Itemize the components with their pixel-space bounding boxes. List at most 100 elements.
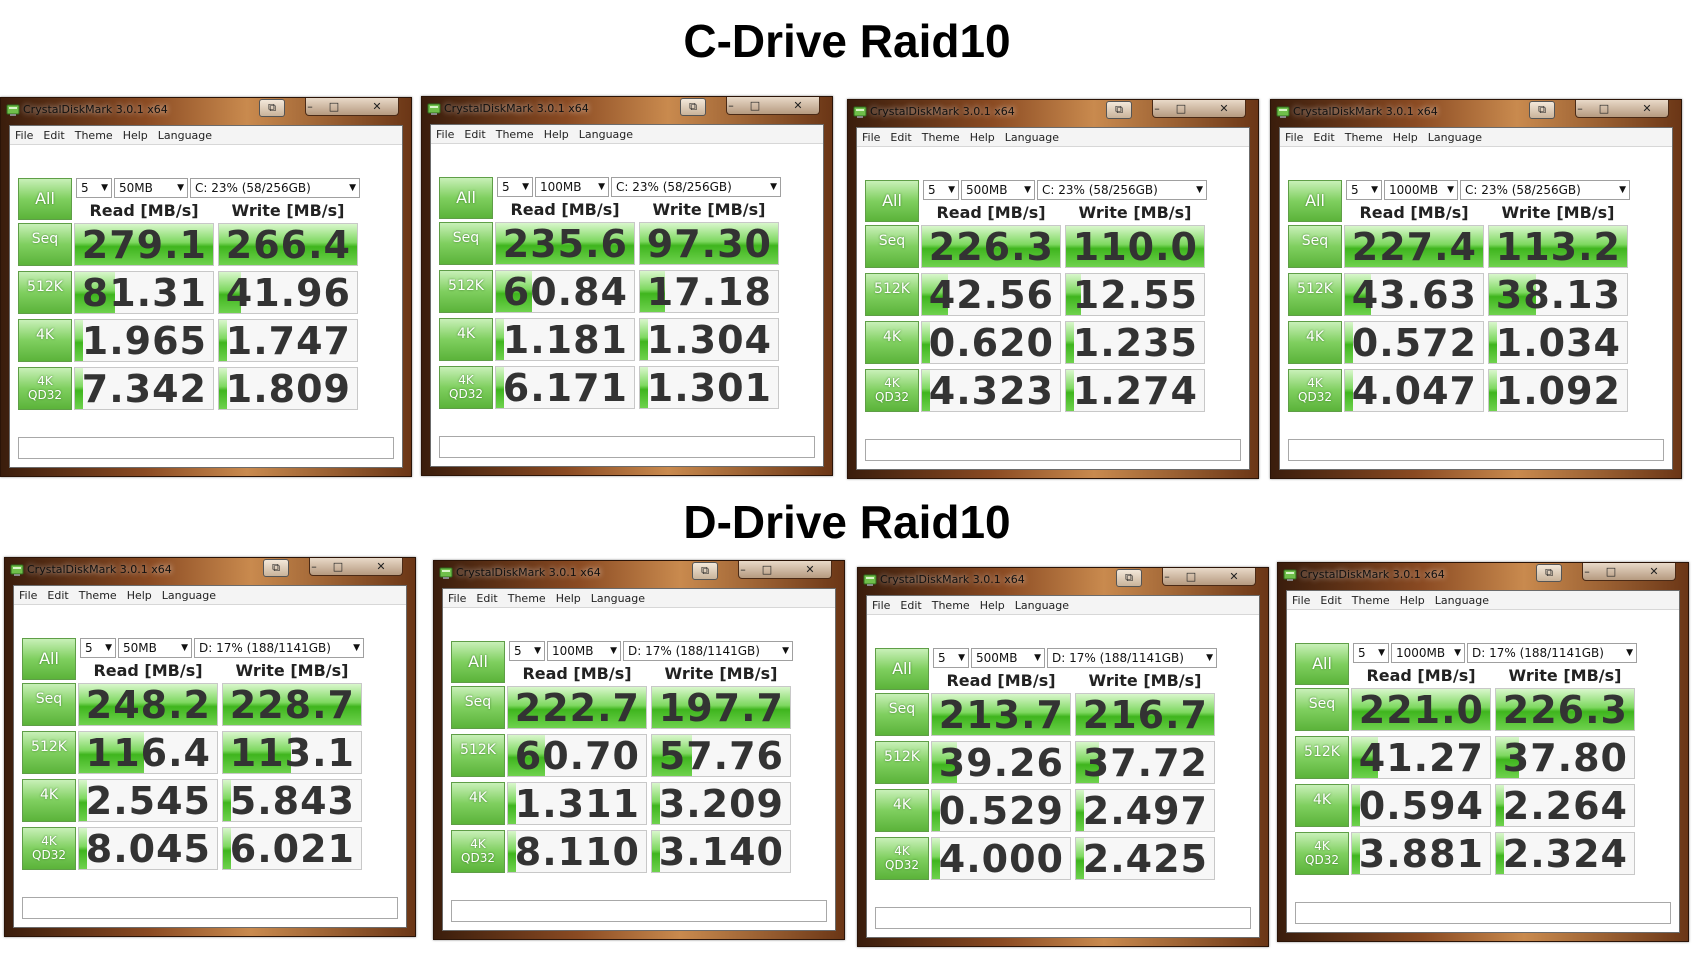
comment-input[interactable] [439, 436, 815, 458]
menu-item-language[interactable]: Language [1004, 131, 1060, 144]
test-size-select[interactable]: 50MB ▼ [114, 178, 188, 198]
maximize-button[interactable]: □ [761, 563, 773, 576]
menu-item-theme[interactable]: Theme [931, 599, 970, 612]
maximize-button[interactable]: □ [1598, 102, 1610, 115]
comment-input[interactable] [22, 897, 398, 919]
snap-icon[interactable]: ⧉ [1106, 101, 1132, 119]
menu-item-theme[interactable]: Theme [921, 131, 960, 144]
row-button-4k[interactable]: 4K [22, 779, 76, 822]
run-all-button[interactable]: All [451, 641, 505, 683]
comment-input[interactable] [875, 907, 1251, 929]
row-button-seq[interactable]: Seq [1295, 688, 1349, 731]
run-all-button[interactable]: All [22, 638, 76, 680]
menu-item-edit[interactable]: Edit [476, 592, 498, 605]
menu-item-edit[interactable]: Edit [1320, 594, 1342, 607]
menu-item-file[interactable]: File [862, 131, 881, 144]
minimize-button[interactable]: – [1164, 570, 1170, 583]
test-size-select[interactable]: 100MB ▼ [535, 177, 609, 197]
snap-icon[interactable]: ⧉ [1529, 101, 1555, 119]
run-all-button[interactable]: All [1295, 643, 1349, 685]
row-button-seq[interactable]: Seq [875, 693, 929, 736]
row-button-512k[interactable]: 512K [451, 734, 505, 777]
snap-icon[interactable]: ⧉ [680, 98, 706, 116]
menu-item-theme[interactable]: Theme [78, 589, 117, 602]
menu-item-file[interactable]: File [436, 128, 455, 141]
comment-input[interactable] [865, 439, 1241, 461]
test-size-select[interactable]: 100MB ▼ [547, 641, 621, 661]
snap-icon[interactable]: ⧉ [1536, 564, 1562, 582]
row-button-512k[interactable]: 512K [865, 273, 919, 316]
run-all-button[interactable]: All [865, 180, 919, 222]
close-button[interactable]: ✕ [376, 560, 386, 573]
test-count-select[interactable]: 5 ▼ [923, 180, 959, 200]
minimize-button[interactable]: – [728, 99, 734, 112]
menu-item-edit[interactable]: Edit [464, 128, 486, 141]
row-button-4k-qd32[interactable]: 4K QD32 [1295, 832, 1349, 875]
drive-select[interactable]: C: 23% (58/256GB) ▼ [611, 177, 781, 197]
row-button-4k-qd32[interactable]: 4K QD32 [865, 369, 919, 412]
menu-item-language[interactable]: Language [1427, 131, 1483, 144]
close-button[interactable]: ✕ [1649, 565, 1659, 578]
test-count-select[interactable]: 5 ▼ [1346, 180, 1382, 200]
menu-item-language[interactable]: Language [1014, 599, 1070, 612]
test-count-select[interactable]: 5 ▼ [80, 638, 116, 658]
row-button-seq[interactable]: Seq [22, 683, 76, 726]
row-button-4k[interactable]: 4K [875, 789, 929, 832]
menu-item-language[interactable]: Language [590, 592, 646, 605]
menu-item-theme[interactable]: Theme [507, 592, 546, 605]
comment-input[interactable] [18, 437, 394, 459]
drive-select[interactable]: C: 23% (58/256GB) ▼ [1460, 180, 1630, 200]
menu-item-edit[interactable]: Edit [900, 599, 922, 612]
row-button-4k-qd32[interactable]: 4K QD32 [875, 837, 929, 880]
comment-input[interactable] [1288, 439, 1664, 461]
test-size-select[interactable]: 50MB ▼ [118, 638, 192, 658]
row-button-512k[interactable]: 512K [1295, 736, 1349, 779]
run-all-button[interactable]: All [1288, 180, 1342, 222]
run-all-button[interactable]: All [18, 178, 72, 220]
drive-select[interactable]: C: 23% (58/256GB) ▼ [1037, 180, 1207, 200]
row-button-seq[interactable]: Seq [439, 222, 493, 265]
menu-item-help[interactable]: Help [126, 589, 152, 602]
maximize-button[interactable]: □ [749, 99, 761, 112]
row-button-512k[interactable]: 512K [439, 270, 493, 313]
row-button-seq[interactable]: Seq [451, 686, 505, 729]
test-count-select[interactable]: 5 ▼ [933, 648, 969, 668]
row-button-4k-qd32[interactable]: 4K QD32 [451, 830, 505, 873]
test-count-select[interactable]: 5 ▼ [76, 178, 112, 198]
close-button[interactable]: ✕ [1642, 102, 1652, 115]
snap-icon[interactable]: ⧉ [1116, 569, 1142, 587]
menu-item-edit[interactable]: Edit [1313, 131, 1335, 144]
test-size-select[interactable]: 500MB ▼ [961, 180, 1035, 200]
maximize-button[interactable]: □ [1185, 570, 1197, 583]
row-button-512k[interactable]: 512K [875, 741, 929, 784]
comment-input[interactable] [451, 900, 827, 922]
menu-item-theme[interactable]: Theme [1344, 131, 1383, 144]
row-button-4k[interactable]: 4K [451, 782, 505, 825]
row-button-4k[interactable]: 4K [18, 319, 72, 362]
row-button-4k-qd32[interactable]: 4K QD32 [18, 367, 72, 410]
menu-item-edit[interactable]: Edit [47, 589, 69, 602]
minimize-button[interactable]: – [1577, 102, 1583, 115]
drive-select[interactable]: D: 17% (188/1141GB) ▼ [623, 641, 793, 661]
run-all-button[interactable]: All [439, 177, 493, 219]
test-size-select[interactable]: 1000MB ▼ [1384, 180, 1458, 200]
maximize-button[interactable]: □ [328, 100, 340, 113]
menu-item-file[interactable]: File [1292, 594, 1311, 607]
row-button-4k-qd32[interactable]: 4K QD32 [22, 827, 76, 870]
menu-item-help[interactable]: Help [555, 592, 581, 605]
maximize-button[interactable]: □ [1175, 102, 1187, 115]
menu-item-file[interactable]: File [15, 129, 34, 142]
menu-item-file[interactable]: File [448, 592, 467, 605]
menu-item-help[interactable]: Help [979, 599, 1005, 612]
minimize-button[interactable]: – [1584, 565, 1590, 578]
test-count-select[interactable]: 5 ▼ [497, 177, 533, 197]
row-button-4k-qd32[interactable]: 4K QD32 [439, 366, 493, 409]
test-count-select[interactable]: 5 ▼ [509, 641, 545, 661]
menu-item-edit[interactable]: Edit [890, 131, 912, 144]
close-button[interactable]: ✕ [1229, 570, 1239, 583]
menu-item-help[interactable]: Help [1399, 594, 1425, 607]
test-size-select[interactable]: 500MB ▼ [971, 648, 1045, 668]
drive-select[interactable]: D: 17% (188/1141GB) ▼ [1467, 643, 1637, 663]
menu-item-theme[interactable]: Theme [495, 128, 534, 141]
maximize-button[interactable]: □ [1605, 565, 1617, 578]
